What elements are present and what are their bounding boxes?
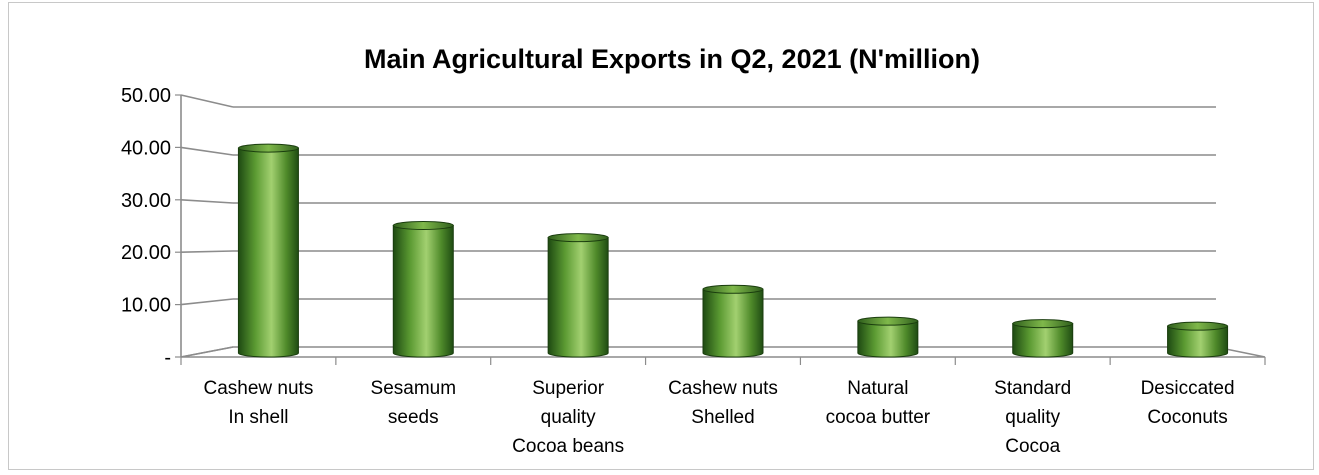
bars xyxy=(237,143,1229,358)
bar xyxy=(1167,321,1229,358)
y-tick-label: 10.00 xyxy=(121,295,171,317)
x-tick-label: Cashew nuts Shelled xyxy=(668,378,778,428)
y-tick-label: 20.00 xyxy=(121,242,171,264)
x-tick-label: Sesamum seeds xyxy=(371,378,457,428)
x-tick-labels: Cashew nuts In shell Sesamum seeds Superior q… xyxy=(204,378,1235,457)
gridline-perspective xyxy=(180,94,234,108)
y-tick-label: 40.00 xyxy=(121,137,171,159)
bar xyxy=(1012,319,1074,358)
bar xyxy=(857,316,919,358)
y-tick-label: 30.00 xyxy=(121,190,171,212)
x-tick-label: Superior quality Cocoa beans xyxy=(512,378,624,457)
x-tick-label: Natural cocoa butter xyxy=(826,378,931,428)
y-tick-labels: - 10.00 20.00 30.00 40.00 50.00 xyxy=(121,85,171,369)
gridline-perspective xyxy=(180,146,234,156)
gridline-perspective xyxy=(180,250,234,253)
y-tick-label: - xyxy=(164,347,171,369)
bar xyxy=(547,233,609,358)
gridline-perspective xyxy=(180,199,234,204)
y-tick-label: 50.00 xyxy=(121,85,171,107)
bar xyxy=(392,220,454,358)
x-tick-label: Cashew nuts In shell xyxy=(204,378,314,428)
x-tick-label: Standard quality Cocoa xyxy=(994,378,1071,457)
bar xyxy=(237,143,299,358)
gridline-perspective xyxy=(180,298,234,306)
chart-frame xyxy=(8,2,1314,470)
x-tick-label: Desiccated Coconuts xyxy=(1141,378,1235,428)
bar xyxy=(702,284,764,358)
gridlines xyxy=(180,94,1216,358)
chart-title: Main Agricultural Exports in Q2, 2021 (N… xyxy=(364,44,980,74)
